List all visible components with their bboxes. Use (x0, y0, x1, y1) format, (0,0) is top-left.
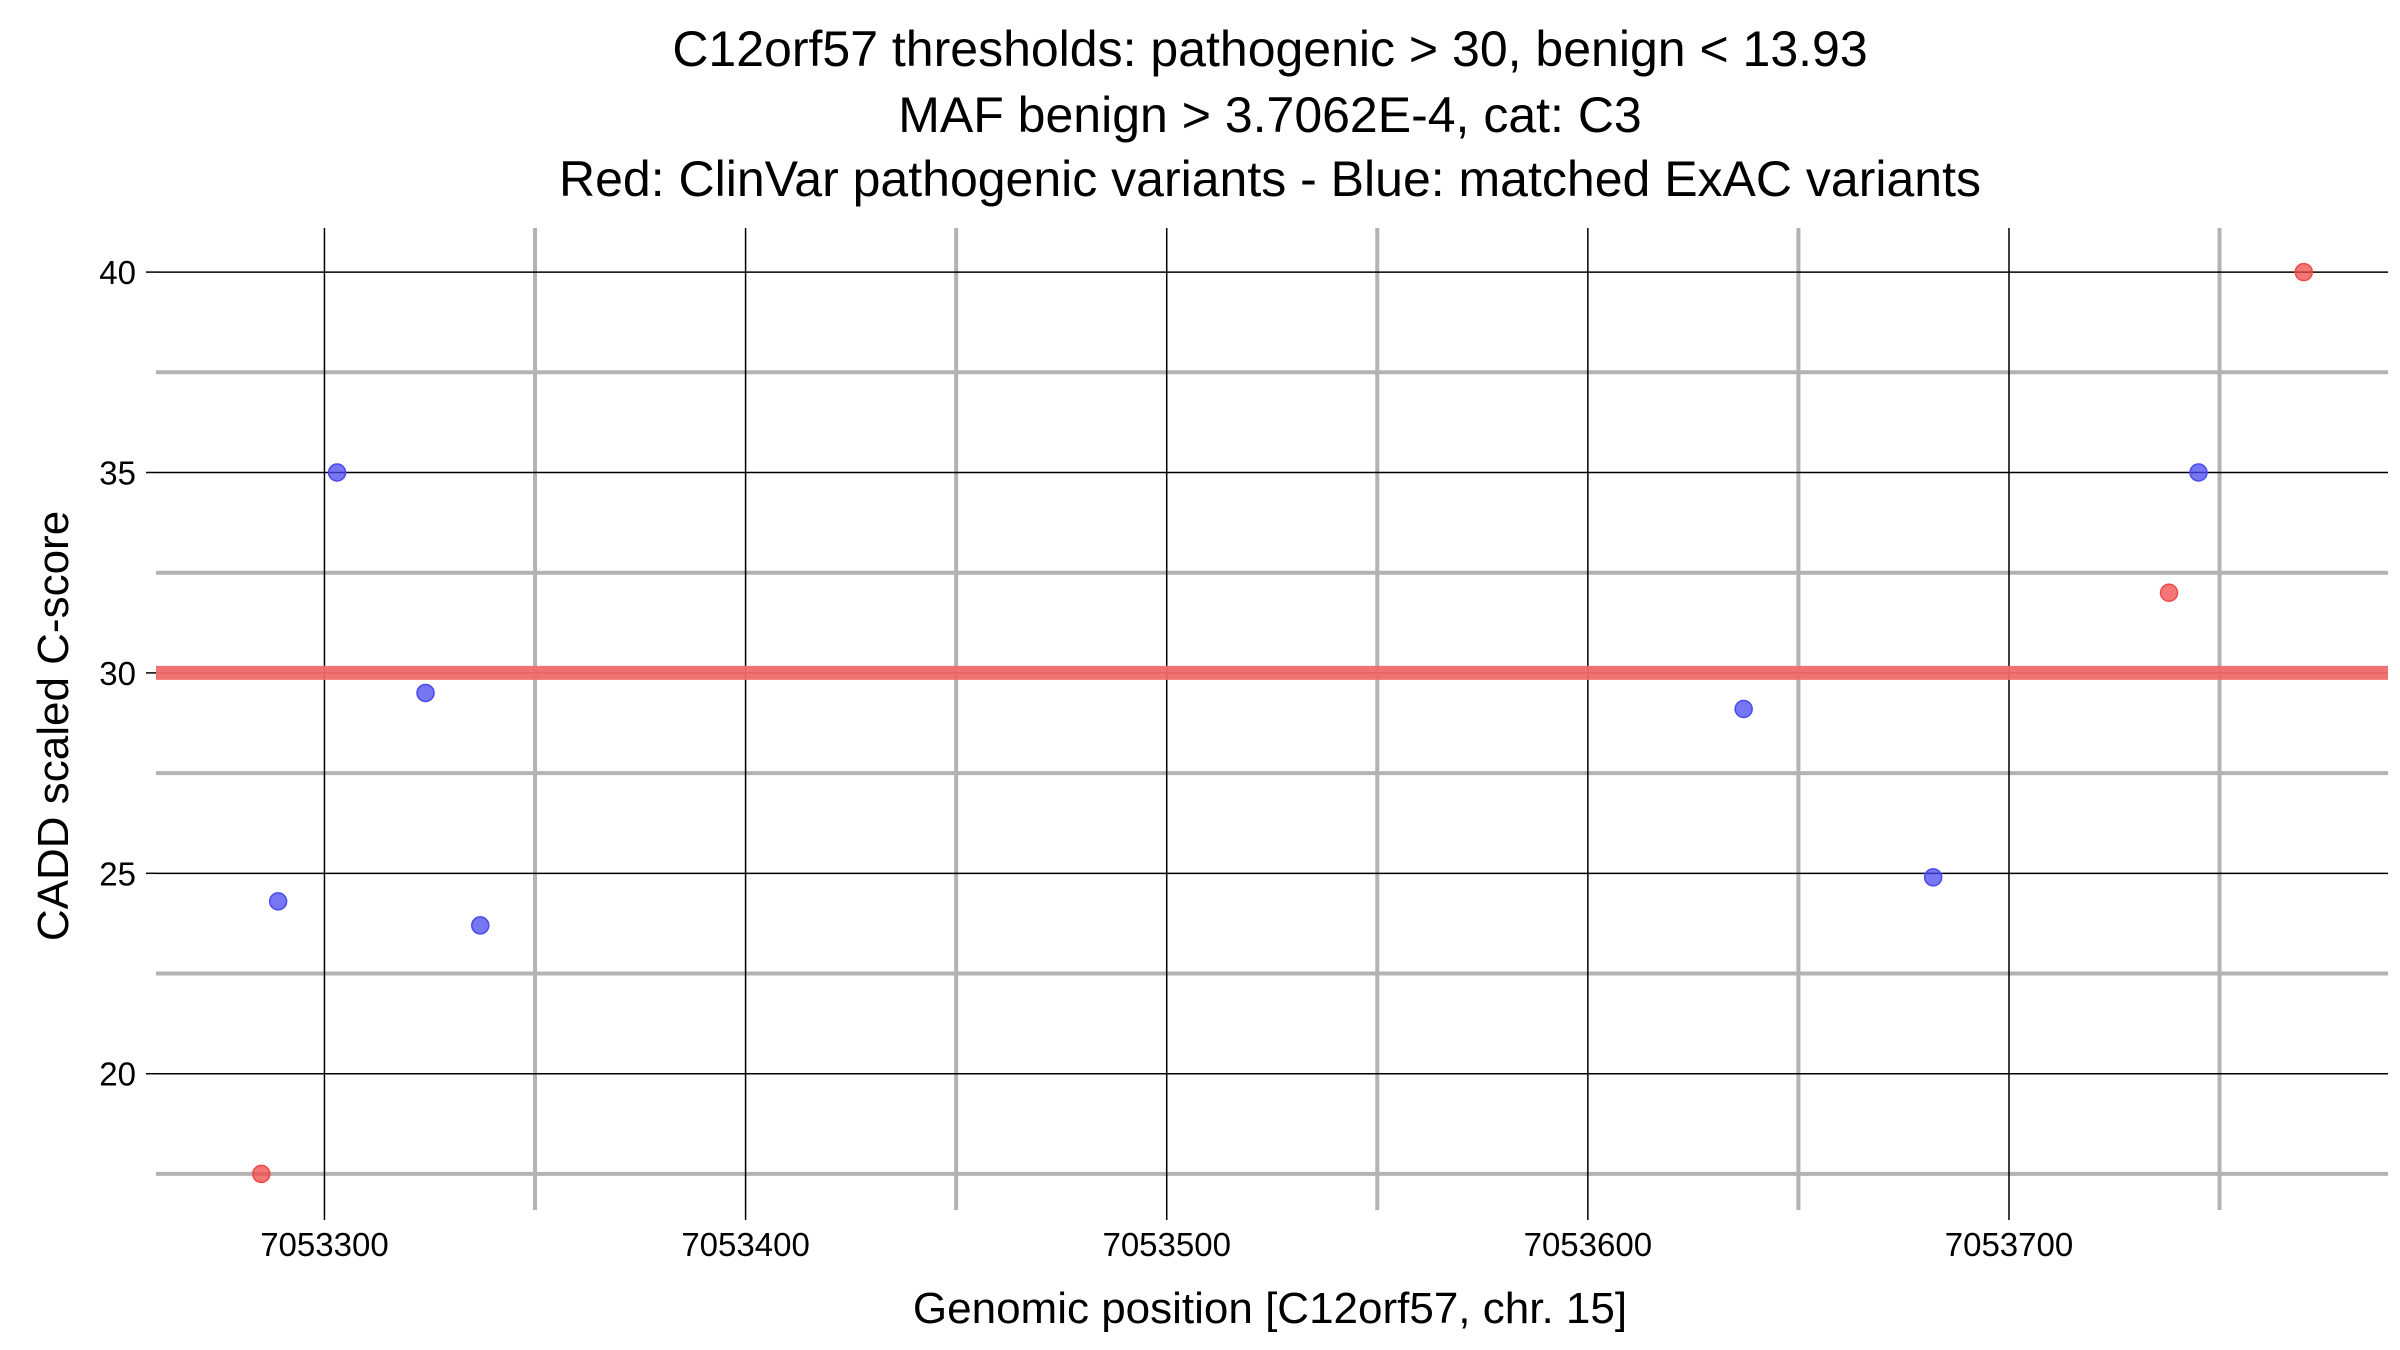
x-tick-label: 7053700 (1945, 1226, 2073, 1263)
y-tick-label: 25 (99, 855, 136, 892)
x-tick-label: 7053500 (1102, 1226, 1230, 1263)
exac-variant-point (268, 892, 288, 911)
chart-title-line-3: Red: ClinVar pathogenic variants - Blue:… (559, 151, 1981, 207)
exac-variant-point (327, 463, 347, 482)
y-axis-title: CADD scaled C-score (29, 511, 78, 941)
y-tick-label: 20 (99, 1056, 136, 1093)
x-tick-label: 7053400 (681, 1226, 809, 1263)
chart-title-line-1: C12orf57 thresholds: pathogenic > 30, be… (672, 21, 1867, 77)
minor-gridlines (156, 228, 2388, 1210)
exac-variant-point (2189, 463, 2208, 482)
x-axis: 7053300 7053400 7053500 7053600 7053700 (260, 1210, 2073, 1263)
y-tick-label: 40 (99, 254, 136, 291)
clinvar-pathogenic-point (2159, 583, 2179, 602)
exac-variant-point (471, 916, 490, 935)
exac-variant-point (416, 683, 435, 703)
x-axis-title: Genomic position [C12orf57, chr. 15] (913, 1284, 1627, 1333)
y-tick-label: 30 (99, 655, 136, 692)
chart-title-line-2: MAF benign > 3.7062E-4, cat: C3 (898, 87, 1641, 143)
exac-variant-point (1923, 868, 1943, 887)
chart-title: C12orf57 thresholds: pathogenic > 30, be… (559, 21, 1981, 207)
clinvar-pathogenic-point (252, 1164, 271, 1184)
exac-variant-point (1734, 699, 1753, 719)
x-tick-label: 7053300 (260, 1226, 388, 1263)
y-axis: 20 25 30 35 40 (99, 254, 156, 1093)
data-points (252, 262, 2314, 1184)
y-tick-label: 35 (99, 454, 136, 491)
x-tick-label: 7053600 (1524, 1226, 1652, 1263)
major-gridlines (156, 228, 2388, 1210)
clinvar-pathogenic-point (2294, 262, 2314, 282)
